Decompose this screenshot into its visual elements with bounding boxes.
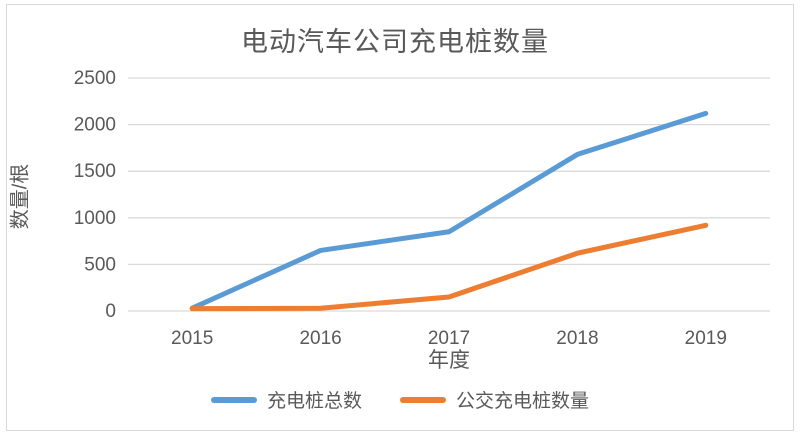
legend-label: 公交充电桩数量 [456,391,590,412]
y-tick-label: 1000 [74,208,116,229]
x-tick-label: 2015 [171,328,213,349]
x-axis-title: 年度 [428,349,470,372]
y-tick-label: 1500 [74,161,116,182]
legend-marker-icon [400,396,446,403]
series-line-充电桩总数 [189,110,709,311]
legend: 充电桩总数 公交充电桩数量 [0,386,800,413]
x-tick-label: 2017 [428,328,470,349]
series-line-公交充电桩数量 [189,222,709,312]
y-tick-label: 2500 [74,68,116,89]
y-tick-label: 500 [84,254,116,275]
legend-marker-icon [210,396,257,403]
legend-item: 充电桩总数 [210,386,362,413]
x-tick-label: 2018 [556,328,598,349]
legend-item: 公交充电桩数量 [400,386,589,413]
chart-title: 电动汽车公司充电桩数量 [241,27,549,57]
y-tick-label: 0 [105,301,116,322]
legend-label: 充电桩总数 [266,391,362,412]
y-tick-label: 2000 [74,115,116,136]
x-tick-label: 2016 [299,328,341,349]
x-tick-label: 2019 [685,328,727,349]
